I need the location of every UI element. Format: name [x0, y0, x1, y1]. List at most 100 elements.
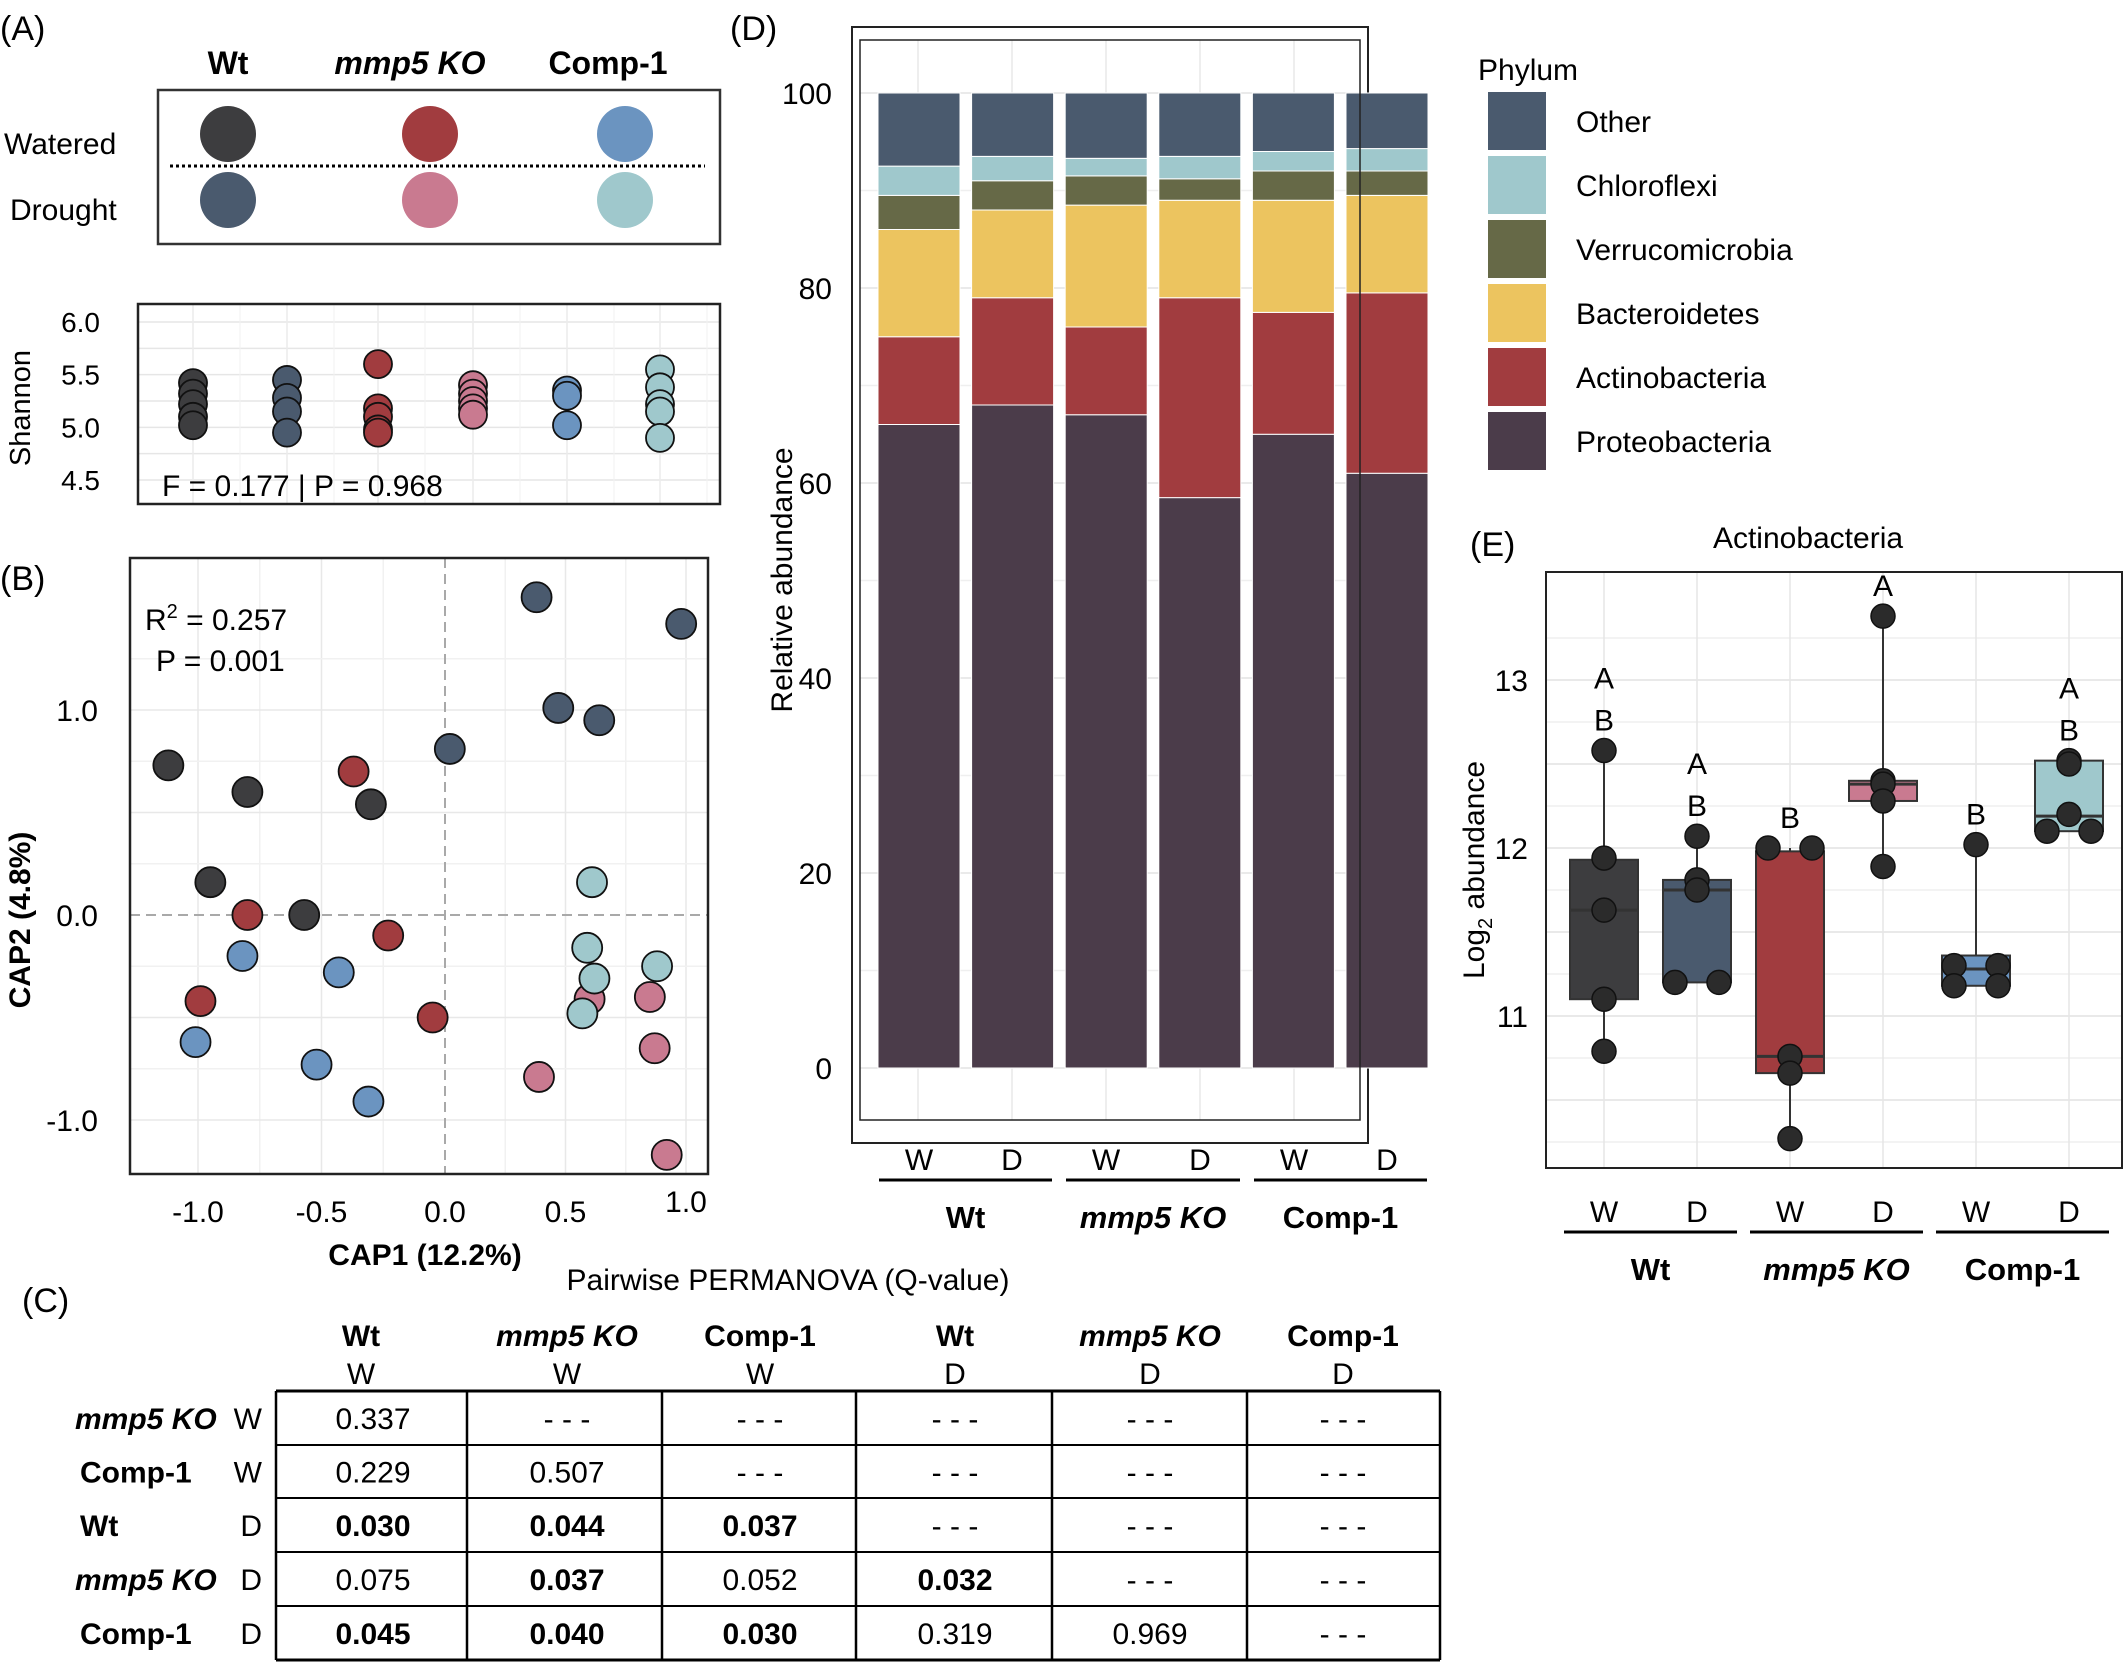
boxplot-ticks: 13 12 11: [1495, 665, 1528, 1034]
table-cell: - - -: [737, 1403, 784, 1436]
shannon-yticks: 6.0 5.5 5.0 4.5: [61, 307, 100, 496]
table-title: Pairwise PERMANOVA (Q-value): [567, 1264, 1010, 1297]
table-row-header-name: mmp5 KO: [75, 1564, 217, 1597]
table-cell: 0.045: [335, 1618, 410, 1651]
stacked-bar-segment: [877, 336, 961, 425]
stacked-bar-segment: [1345, 148, 1429, 172]
group-treatment-label: W: [1280, 1144, 1309, 1177]
stacked-bar-segment: [877, 194, 961, 230]
cap-points: [152, 581, 698, 1171]
table-cell: - - -: [1127, 1403, 1174, 1436]
stacked-bar-segment: [971, 297, 1055, 406]
boxplot-ytick-label: 11: [1497, 1001, 1528, 1034]
boxplot-point: [1662, 969, 1688, 996]
stacked-ytick-label: 40: [799, 663, 832, 696]
cap-point: [152, 749, 185, 782]
cap-stat-r2-value: = 0.257: [178, 604, 287, 637]
boxplot-sig-letter: B: [1966, 799, 1986, 832]
legend-title: Phylum: [1478, 54, 1578, 87]
boxplot-group-labels: W D W D W D Wt mmp5 KO Comp-1: [1564, 1196, 2109, 1287]
cap-stat-r2: R2 = 0.257: [145, 601, 287, 637]
cap-stat-r2-prefix: R: [145, 604, 167, 637]
cap-point: [231, 899, 264, 931]
boxplot-point: [1870, 853, 1896, 880]
cap-point: [583, 704, 616, 737]
boxplot-sig-letter: B: [1594, 705, 1614, 738]
cap-point: [288, 899, 321, 931]
group-treatment-label: W: [1590, 1196, 1619, 1229]
cap-point: [520, 581, 553, 614]
shannon-point: [178, 410, 208, 441]
stacked-bar-segment: [1158, 199, 1242, 299]
stacked-bar-segment: [1158, 155, 1242, 180]
stacked-bar-segment: [971, 404, 1055, 1069]
stacked-ytick-label: 20: [799, 858, 832, 891]
table-cell: 0.030: [335, 1510, 410, 1543]
stacked-bar-segment: [1158, 297, 1242, 499]
stacked-ytick-label: 0: [815, 1053, 832, 1086]
boxplot-sig-letter: B: [1687, 790, 1707, 823]
cap-point: [416, 1001, 449, 1034]
table-cell: - - -: [1320, 1618, 1367, 1651]
boxplot-point: [2034, 818, 2060, 844]
stacked-ytick-label: 60: [799, 468, 832, 501]
group-genotype-label: Wt: [1631, 1252, 1671, 1287]
table-col-header-sub: D: [1332, 1358, 1354, 1391]
boxplot-ylabel-sub: 2: [1475, 918, 1497, 929]
group-treatment-label: W: [1776, 1196, 1805, 1229]
cap-stat-r2-sup: 2: [167, 601, 178, 623]
shannon-point: [363, 417, 393, 448]
cap-ylabel: CAP2 (4.8%): [4, 832, 37, 1009]
cap-point: [322, 956, 355, 989]
boxplot-sig-letter: A: [1594, 663, 1614, 696]
boxplot-sig-letter: A: [1873, 570, 1893, 603]
boxplot-point: [1941, 973, 1967, 999]
table-row-header-name: mmp5 KO: [75, 1403, 217, 1436]
cap-point: [226, 940, 259, 972]
group-treatment-label: D: [1189, 1144, 1211, 1177]
stacked-bar-segment: [1345, 472, 1429, 1069]
cap-point: [576, 866, 608, 899]
shannon-point: [458, 399, 488, 430]
legend-dot-ko-w: [402, 106, 458, 162]
boxplot-point: [1985, 973, 2011, 999]
legend-dot-wt-d: [200, 172, 256, 228]
stacked-bar-segment: [1158, 92, 1242, 157]
table-row-header-name: Comp-1: [80, 1457, 192, 1490]
cap-point: [542, 692, 575, 724]
table-cell: - - -: [1320, 1564, 1367, 1597]
shannon-point: [645, 422, 675, 453]
legend-swatch: [1488, 92, 1546, 150]
cap-grid: [130, 558, 708, 1174]
stacked-ytick-label: 100: [782, 78, 832, 111]
table-cell: - - -: [737, 1457, 784, 1490]
table-row-header-name: Comp-1: [80, 1618, 192, 1651]
panel-label-c: (C): [22, 1282, 69, 1320]
stacked-bar-segment: [1064, 204, 1148, 328]
table-col-header-sub: D: [944, 1358, 966, 1391]
panel-label-b: (B): [0, 560, 45, 598]
stacked-bar-segment: [877, 424, 961, 1069]
stacked-bar-segment: [877, 92, 961, 167]
table-cell: 0.507: [529, 1457, 604, 1490]
boxplot-point: [1799, 835, 1825, 861]
cap-point: [571, 931, 604, 964]
shannon-point: [552, 380, 582, 411]
boxplot-point: [1777, 1060, 1803, 1086]
boxplot-sig-letter: A: [2059, 673, 2079, 706]
shannon-frame: [136, 302, 722, 506]
stacked-group-labels: W D W D W D Wt mmp5 KO Comp-1: [879, 1144, 1427, 1235]
stacked-ytick-label: 80: [799, 273, 832, 306]
table-row-header-name: Wt: [80, 1510, 118, 1543]
shannon-stat: F = 0.177 | P = 0.968: [162, 470, 443, 503]
table-cell: 0.040: [529, 1618, 604, 1651]
legend-entry-label: Proteobacteria: [1576, 426, 1771, 459]
table-col-header-name: Comp-1: [1287, 1320, 1399, 1353]
legend-swatch: [1488, 348, 1546, 406]
boxplot-sig-letter: B: [1780, 802, 1800, 835]
table-cell: 0.032: [917, 1564, 992, 1597]
